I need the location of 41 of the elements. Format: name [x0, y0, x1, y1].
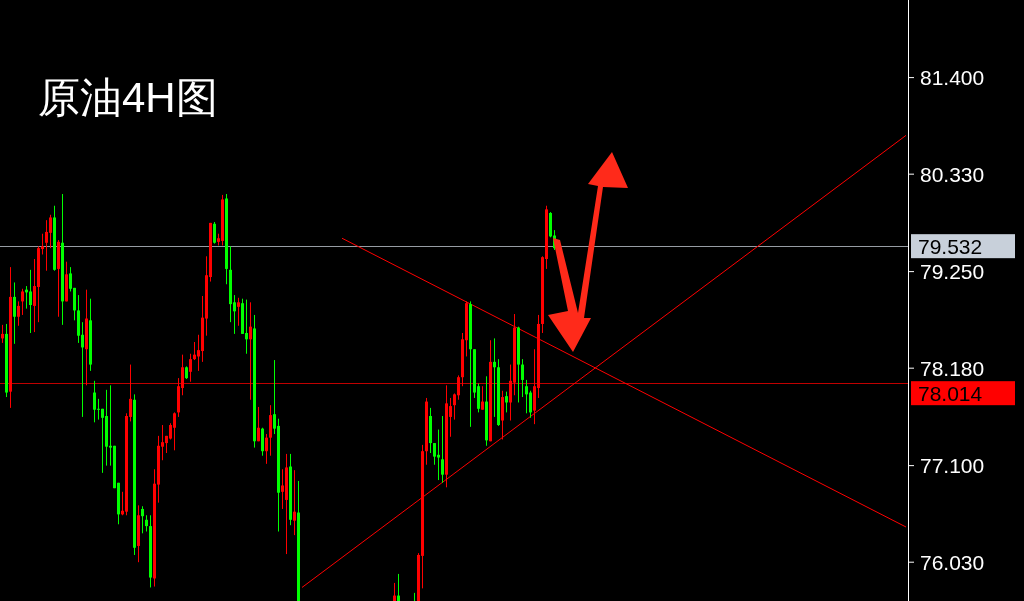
y-tick-label: 77.100 — [920, 454, 985, 478]
candlestick — [437, 429, 440, 481]
text: 原油4H图 — [38, 74, 218, 121]
candlestick — [281, 468, 284, 510]
candlestick — [213, 221, 216, 245]
candlestick — [521, 358, 524, 398]
candlestick — [17, 300, 20, 327]
ref-line-label: 79.532 — [918, 234, 983, 258]
candlestick — [265, 433, 268, 465]
candlestick — [293, 469, 296, 536]
candlestick — [529, 390, 532, 419]
candlestick — [21, 288, 24, 316]
candlestick — [245, 299, 248, 355]
candlestick — [441, 415, 444, 484]
candlestick — [237, 297, 240, 327]
candlestick — [549, 211, 552, 238]
candlestick — [49, 214, 52, 249]
candlestick — [29, 269, 32, 334]
candlestick — [397, 573, 400, 601]
candlestick — [505, 391, 508, 413]
candlestick — [525, 379, 528, 414]
y-tick-label: 80.330 — [920, 162, 985, 186]
candlestick — [261, 427, 264, 457]
candlestick — [13, 281, 16, 345]
ref-line-label: 78.014 — [918, 381, 983, 405]
y-tick-label: 81.400 — [920, 66, 985, 90]
candlestick — [257, 406, 260, 442]
candlestick — [481, 385, 484, 411]
candlestick — [501, 390, 504, 440]
y-tick-label: 78.180 — [920, 356, 985, 380]
candlestick — [101, 408, 104, 474]
candlestick — [493, 337, 496, 418]
y-tick-label: 79.250 — [920, 260, 985, 284]
y-tick-label: 76.030 — [920, 550, 985, 574]
candlestick — [45, 219, 48, 272]
candlestick — [141, 505, 144, 534]
candlestick — [269, 404, 272, 457]
candlestick — [393, 582, 396, 601]
candlestick — [93, 380, 96, 423]
candlestick — [433, 442, 436, 466]
candlestick — [173, 411, 176, 451]
